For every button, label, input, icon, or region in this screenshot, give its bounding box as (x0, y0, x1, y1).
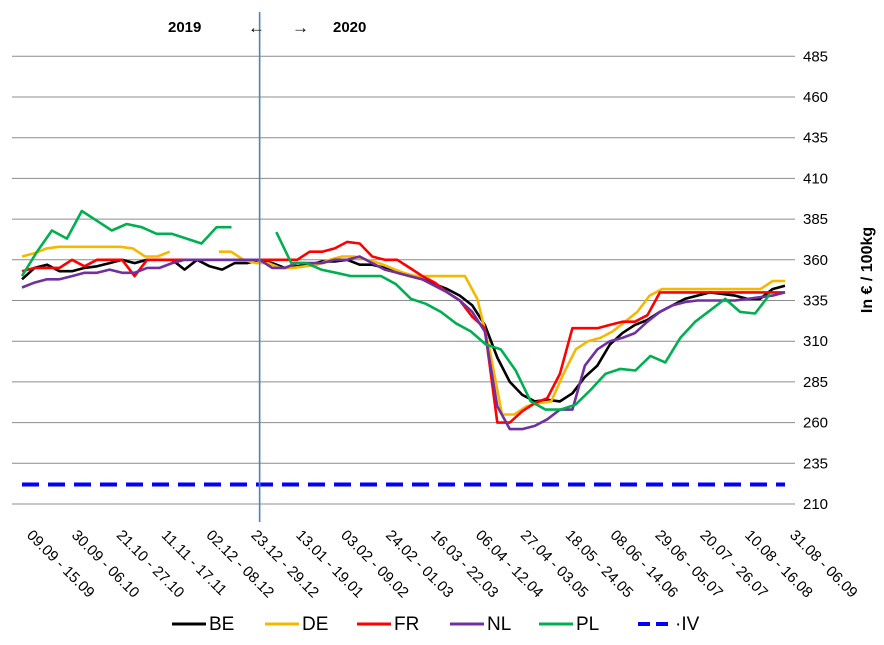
y-tick-label: 235 (803, 455, 828, 472)
series-line-de (21, 245, 171, 258)
y-tick-label: 385 (803, 211, 828, 228)
gridlines (12, 55, 795, 505)
series-line-pl (275, 231, 772, 411)
y-tick-label: 310 (803, 333, 828, 350)
series-line-de (218, 250, 785, 416)
y-tick-label: 460 (803, 89, 828, 106)
series-line-pl (20, 209, 232, 277)
series-lines (20, 209, 786, 487)
series-line-be (21, 258, 786, 403)
y-axis-label: In € / 100kg (859, 227, 876, 313)
left-arrow-icon: ← (248, 18, 265, 37)
legend-label: NL (487, 614, 511, 635)
right-arrow-icon: → (292, 18, 309, 37)
y-tick-label: 360 (803, 252, 828, 269)
y-tick-label: 210 (803, 496, 828, 513)
y-tick-label: 260 (803, 415, 828, 432)
legend-label: BE (209, 614, 234, 635)
y-axis-ticks: 210 235 260 285 310 335 360 385 410 435 460 485 (803, 48, 828, 513)
legend-label: FR (394, 614, 419, 635)
y-tick-label: 285 (803, 374, 828, 391)
legend-label: DE (302, 614, 328, 635)
series-line-nl (21, 255, 786, 431)
legend: BE DE FR NL PL ·IV (172, 614, 700, 635)
y-tick-label: 485 (803, 48, 828, 65)
series-line-fr (21, 240, 785, 424)
period-label-2020: 2020 (333, 19, 366, 36)
legend-label: ·IV (675, 614, 700, 635)
y-tick-label: 410 (803, 170, 828, 187)
period-label-2019: 2019 (168, 19, 201, 36)
legend-label: PL (576, 614, 599, 635)
y-tick-label: 335 (803, 293, 828, 310)
y-tick-label: 435 (803, 130, 828, 147)
